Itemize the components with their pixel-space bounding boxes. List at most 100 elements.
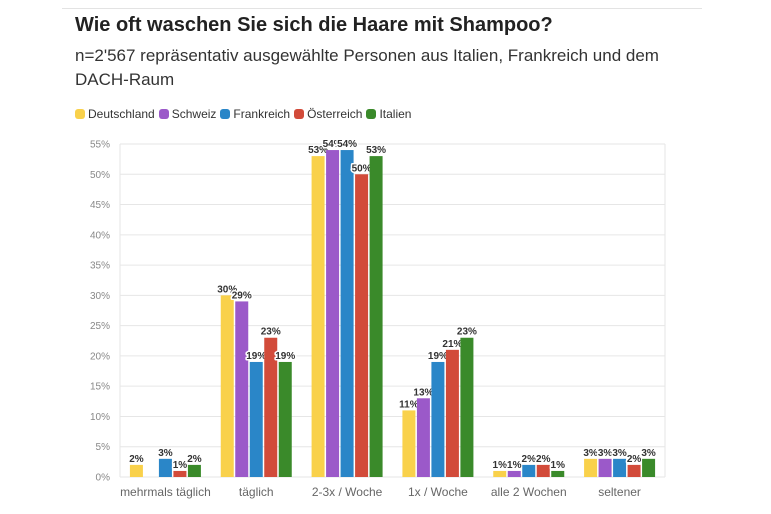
bar <box>402 410 416 477</box>
data-label-halo: 2% <box>522 454 537 465</box>
data-label: 1% <box>173 460 188 471</box>
data-label: 53% <box>308 145 328 156</box>
bar <box>249 361 263 477</box>
bar <box>235 301 249 477</box>
data-label-halo: 3% <box>598 448 613 459</box>
data-label-halo: 2% <box>129 454 144 465</box>
data-label-halo: 3% <box>158 448 173 459</box>
legend-item-schweiz[interactable]: Schweiz <box>158 107 217 121</box>
y-tick-label: 50% <box>90 170 110 181</box>
legend-item-frankreich[interactable]: Frankreich <box>220 107 290 121</box>
data-label: 3% <box>583 448 598 459</box>
bar <box>369 156 383 478</box>
data-label-halo: 50% <box>352 163 372 174</box>
x-category-label: mehrmals täglich <box>120 485 211 499</box>
legend-swatch <box>366 109 377 119</box>
data-label-halo: 3% <box>612 448 627 459</box>
legend: Deutschland Schweiz Frankreich Österreic… <box>75 107 415 121</box>
bar <box>507 470 521 477</box>
data-label-halo: 29% <box>232 290 252 301</box>
legend-swatch <box>294 109 305 119</box>
bar <box>584 458 598 477</box>
bar <box>431 361 445 477</box>
bar <box>311 156 325 478</box>
data-label: 54% <box>337 139 357 150</box>
bar <box>642 458 656 477</box>
data-label: 19% <box>246 351 266 362</box>
data-label-halo: 1% <box>493 460 508 471</box>
y-tick-label: 0% <box>96 473 111 484</box>
x-category-label: seltener <box>598 485 641 499</box>
x-category-label: 2-3x / Woche <box>312 485 383 499</box>
data-label: 30% <box>217 284 237 295</box>
data-label: 2% <box>522 454 537 465</box>
bar <box>460 337 474 477</box>
y-tick-label: 5% <box>96 442 111 453</box>
data-label: 50% <box>352 163 372 174</box>
data-label: 29% <box>232 290 252 301</box>
bar <box>613 458 627 477</box>
data-label: 3% <box>612 448 627 459</box>
y-tick-label: 20% <box>90 351 110 362</box>
bar <box>493 470 507 477</box>
data-label-halo: 23% <box>457 327 477 338</box>
top-divider <box>62 8 702 9</box>
data-label-halo: 19% <box>428 351 448 362</box>
data-label: 19% <box>275 351 295 362</box>
y-tick-label: 30% <box>90 291 110 302</box>
legend-item-italien[interactable]: Italien <box>366 107 411 121</box>
legend-item-oesterreich[interactable]: Österreich <box>294 107 362 121</box>
y-tick-label: 40% <box>90 230 110 241</box>
bar <box>355 174 369 478</box>
data-label: 2% <box>627 454 642 465</box>
x-category-label: alle 2 Wochen <box>491 485 567 499</box>
data-label-halo: 1% <box>507 460 522 471</box>
bar <box>445 349 459 477</box>
data-label-halo: 53% <box>366 145 386 156</box>
y-tick-label: 35% <box>90 261 110 272</box>
y-tick-label: 55% <box>90 140 110 151</box>
data-label-halo: 54% <box>337 139 357 150</box>
legend-swatch <box>220 109 231 119</box>
x-category-label: 1x / Woche <box>408 485 468 499</box>
data-label: 3% <box>598 448 613 459</box>
bar <box>598 458 612 477</box>
data-label-halo: 3% <box>641 448 656 459</box>
bar <box>129 464 143 477</box>
data-label: 11% <box>399 399 419 410</box>
bar <box>340 150 354 477</box>
data-label: 1% <box>493 460 508 471</box>
chart-subtitle: n=2'567 repräsentativ ausgewählte Person… <box>75 46 659 89</box>
data-label-halo: 1% <box>173 460 188 471</box>
data-label-halo: 13% <box>413 387 433 398</box>
y-tick-label: 25% <box>90 321 110 332</box>
bar <box>416 398 430 477</box>
legend-label: Frankreich <box>233 107 291 121</box>
x-category-label: täglich <box>239 485 274 499</box>
data-label: 2% <box>536 454 551 465</box>
bar <box>278 361 292 477</box>
data-label: 19% <box>428 351 448 362</box>
data-label: 1% <box>507 460 522 471</box>
bar <box>522 464 536 477</box>
legend-label: Österreich <box>307 107 363 121</box>
legend-label: Italien <box>379 107 412 121</box>
data-label-halo: 19% <box>275 351 295 362</box>
data-label: 13% <box>413 387 433 398</box>
data-label-halo: 2% <box>627 454 642 465</box>
legend-item-deutschland[interactable]: Deutschland <box>75 107 155 121</box>
data-label: 23% <box>457 327 477 338</box>
data-label-halo: 11% <box>399 399 419 410</box>
y-tick-label: 15% <box>90 382 110 393</box>
data-label: 1% <box>551 460 566 471</box>
data-label: 23% <box>261 327 281 338</box>
data-label-halo: 53% <box>308 145 328 156</box>
y-tick-label: 10% <box>90 412 110 423</box>
data-label-halo: 1% <box>551 460 566 471</box>
bar <box>326 150 340 477</box>
data-label-halo: 2% <box>536 454 551 465</box>
bar <box>158 458 172 477</box>
chart-title: Wie oft waschen Sie sich die Haare mit S… <box>75 14 553 36</box>
legend-label: Schweiz <box>171 107 217 121</box>
